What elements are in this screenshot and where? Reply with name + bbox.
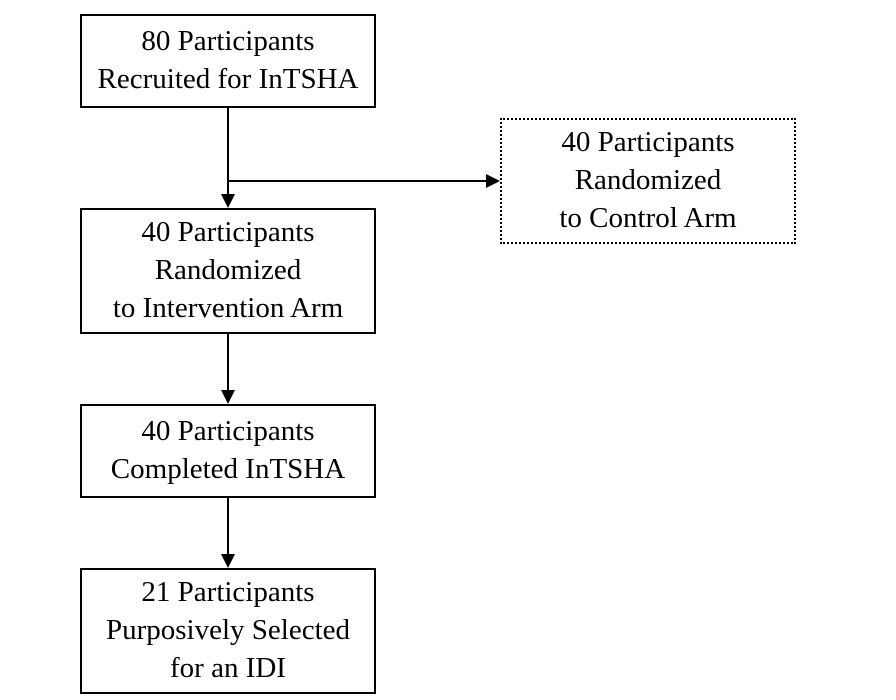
node-line: to Control Arm [559,200,736,238]
node-line: 21 Participants [141,574,314,612]
arrowhead-down-icon [221,390,235,404]
node-line: Recruited for InTSHA [98,61,359,99]
flowchart-canvas: 80 Participants Recruited for InTSHA 40 … [0,0,896,700]
arrowhead-down-icon [221,554,235,568]
node-line: 80 Participants [141,23,314,61]
arrowhead-down-icon [221,194,235,208]
node-line: Purposively Selected [106,612,350,650]
node-line: 40 Participants [141,413,314,451]
node-line: 40 Participants [141,214,314,252]
arrowhead-right-icon [486,174,500,188]
node-selected: 21 Participants Purposively Selected for… [80,568,376,694]
node-line: Completed InTSHA [111,451,345,489]
node-line: 40 Participants [561,124,734,162]
node-line: for an IDI [170,650,286,688]
node-recruited: 80 Participants Recruited for InTSHA [80,14,376,108]
node-control: 40 Participants Randomized to Control Ar… [500,118,796,244]
node-intervention: 40 Participants Randomized to Interventi… [80,208,376,334]
node-line: Randomized [575,162,722,200]
node-completed: 40 Participants Completed InTSHA [80,404,376,498]
node-line: to Intervention Arm [113,290,343,328]
node-line: Randomized [155,252,302,290]
